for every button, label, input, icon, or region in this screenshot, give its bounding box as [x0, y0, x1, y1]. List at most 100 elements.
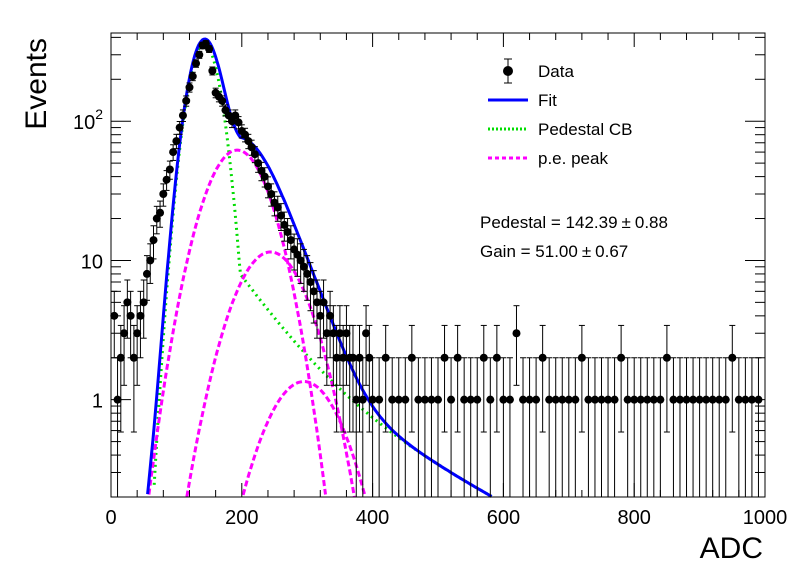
- data-point: [708, 357, 717, 497]
- legend-entry: Pedestal CB: [488, 120, 633, 139]
- data-marker: [319, 298, 328, 307]
- data-marker: [617, 353, 626, 362]
- data-marker: [414, 395, 423, 404]
- data-point: [695, 357, 704, 497]
- fit-result-error: 0.88: [635, 213, 668, 232]
- legend-entry: p.e. peak: [488, 149, 608, 168]
- data-marker: [273, 203, 282, 212]
- data-point: [342, 305, 351, 386]
- data-marker: [604, 395, 613, 404]
- fit-curves: [146, 37, 493, 498]
- data-marker: [156, 208, 165, 217]
- data-point: [169, 144, 178, 161]
- data-point: [427, 357, 436, 497]
- data-marker: [440, 353, 449, 362]
- data-point: [499, 357, 508, 497]
- data-marker: [283, 228, 292, 237]
- data-point: [636, 357, 645, 497]
- data-marker: [499, 395, 508, 404]
- data-marker: [545, 395, 554, 404]
- data-marker: [254, 159, 263, 168]
- data-marker: [277, 211, 286, 220]
- data-point: [365, 324, 374, 433]
- data-point: [339, 324, 348, 433]
- data-point: [584, 357, 593, 497]
- data-point: [505, 357, 514, 497]
- data-point: [604, 357, 613, 497]
- legend: Data Fit Pedestal CB p.e. peak: [488, 58, 633, 168]
- data-marker: [486, 395, 495, 404]
- data-marker: [505, 395, 514, 404]
- data-marker: [231, 111, 240, 120]
- plus-minus-sign: ±: [622, 213, 631, 232]
- data-marker: [381, 353, 390, 362]
- data-point: [335, 305, 344, 386]
- data-marker: [564, 395, 573, 404]
- data-marker: [244, 137, 253, 146]
- data-marker: [597, 395, 606, 404]
- data-marker: [519, 395, 528, 404]
- data-marker: [643, 395, 652, 404]
- data-marker: [728, 353, 737, 362]
- data-marker: [185, 83, 194, 92]
- data-marker: [313, 298, 322, 307]
- data-marker: [551, 395, 560, 404]
- data-marker: [734, 395, 743, 404]
- data-point: [564, 357, 573, 497]
- plot-frame: [110, 32, 766, 498]
- data-marker: [241, 130, 250, 139]
- legend-label: Pedestal CB: [538, 120, 633, 139]
- data-point: [348, 324, 357, 433]
- data-marker: [159, 190, 168, 199]
- legend-label: Data: [538, 62, 574, 81]
- data-marker: [296, 256, 305, 265]
- data-point: [532, 357, 541, 497]
- fit-result: Pedestal = 142.39 ±0.88: [480, 213, 668, 232]
- data-point: [231, 109, 240, 122]
- data-marker: [715, 395, 724, 404]
- data-marker: [721, 395, 730, 404]
- data-point: [306, 262, 315, 312]
- data-marker: [473, 395, 482, 404]
- data-marker: [695, 395, 704, 404]
- data-marker: [636, 395, 645, 404]
- x-axis-label: ADC: [700, 532, 763, 565]
- data-point: [649, 357, 658, 497]
- data-point: [224, 109, 233, 122]
- data-marker: [260, 172, 269, 181]
- data-point: [551, 357, 560, 497]
- data-marker: [326, 311, 335, 320]
- fit-result: Gain = 51.00 ±0.67: [480, 242, 628, 261]
- data-point: [165, 160, 174, 180]
- data-point: [192, 59, 201, 68]
- x-tick-label: 400: [356, 507, 389, 529]
- data-marker: [188, 72, 197, 81]
- data-marker: [630, 395, 639, 404]
- legend-entry: Fit: [488, 91, 557, 110]
- data-point: [590, 357, 599, 497]
- data-point: [156, 200, 165, 228]
- data-point: [460, 357, 469, 497]
- data-point: [250, 146, 259, 164]
- data-point: [440, 324, 449, 433]
- data-point: [120, 305, 129, 386]
- data-marker: [394, 395, 403, 404]
- data-point: [313, 279, 322, 339]
- y-tick-base: 10: [73, 112, 95, 134]
- data-point: [309, 270, 318, 324]
- data-point: [358, 357, 367, 497]
- fit-annotations: Pedestal = 142.39 ±0.88 Gain = 51.00 ±0.67: [480, 213, 668, 261]
- data-marker: [218, 96, 227, 105]
- data-marker: [675, 395, 684, 404]
- data-marker: [623, 395, 632, 404]
- data-marker: [375, 395, 384, 404]
- data-point: [486, 357, 495, 497]
- data-point: [329, 305, 338, 386]
- data-marker: [208, 66, 217, 75]
- data-point: [322, 305, 331, 386]
- data-point: [388, 357, 397, 497]
- data-marker: [303, 269, 312, 278]
- data-point: [401, 357, 410, 497]
- data-point: [414, 357, 423, 497]
- data-point: [466, 357, 475, 497]
